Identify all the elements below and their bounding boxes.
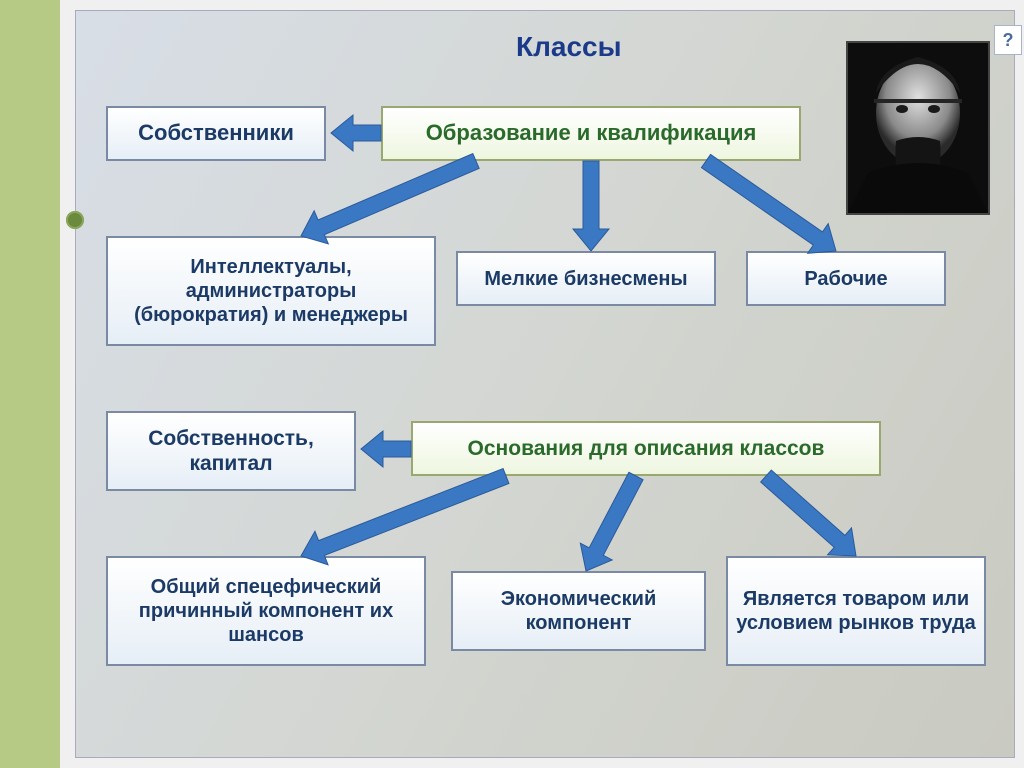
help-icon[interactable]: ? (994, 25, 1022, 55)
slide-title: Классы (516, 31, 622, 63)
box-econ: Экономический компонент (451, 571, 706, 651)
box-market: Является товаром или условием рынков тру… (726, 556, 986, 666)
box-smallbiz: Мелкие бизнесмены (456, 251, 716, 306)
box-education: Образование и квалификация (381, 106, 801, 161)
box-owners: Собственники (106, 106, 326, 161)
slide-bullet-icon (66, 211, 84, 229)
box-chance: Общий спецефический причинный компонент … (106, 556, 426, 666)
portrait-svg (848, 43, 988, 213)
box-intellectuals: Интеллектуалы, администраторы (бюрократи… (106, 236, 436, 346)
portrait-photo (846, 41, 990, 215)
slide-content: Классы ? Собственники Образ (75, 10, 1015, 758)
page-root: Классы ? Собственники Образ (0, 0, 1024, 768)
left-accent-strip (0, 0, 60, 768)
box-property: Собственность, капитал (106, 411, 356, 491)
box-workers: Рабочие (746, 251, 946, 306)
box-basis: Основания для описания классов (411, 421, 881, 476)
